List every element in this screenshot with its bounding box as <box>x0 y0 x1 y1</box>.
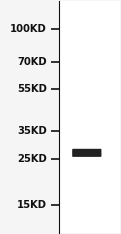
Text: 100KD: 100KD <box>10 24 47 34</box>
FancyBboxPatch shape <box>72 149 102 157</box>
Text: 35KD: 35KD <box>17 126 47 136</box>
Text: 15KD: 15KD <box>17 200 47 210</box>
Text: 70KD: 70KD <box>17 56 47 66</box>
Text: 25KD: 25KD <box>17 154 47 164</box>
Text: 55KD: 55KD <box>17 84 47 94</box>
FancyBboxPatch shape <box>59 1 120 233</box>
